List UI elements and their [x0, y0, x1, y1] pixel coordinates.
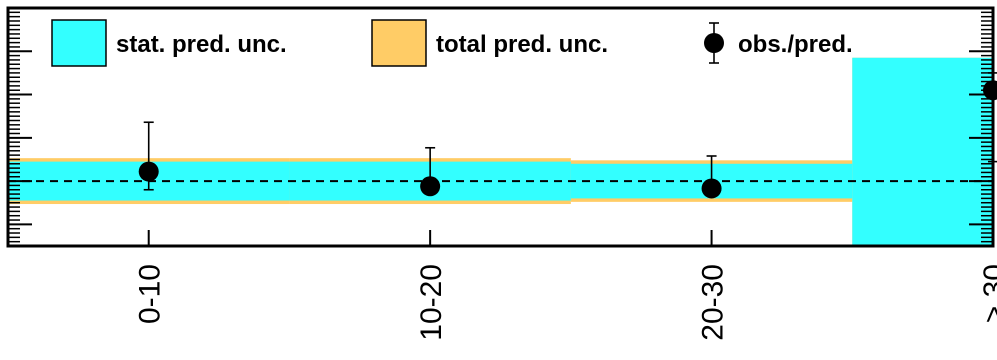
- stat-unc-band-3: [852, 57, 993, 246]
- x-tick-label-3: > 30: [978, 264, 997, 323]
- uncertainty-bands: [8, 57, 993, 246]
- x-tick-label-0: 0-10: [134, 264, 167, 324]
- legend-marker: [704, 33, 724, 53]
- data-points: [138, 72, 997, 199]
- x-tick-label-1: 10-20: [415, 264, 448, 341]
- legend: stat. pred. unc. total pred. unc. obs./pre…: [51, 19, 853, 67]
- plot-frame: [6, 6, 995, 248]
- legend-swatch-0: [51, 19, 107, 67]
- legend-label-2: obs./pred.: [738, 31, 853, 58]
- legend-label-0: stat. pred. unc.: [116, 31, 287, 58]
- data-point-0: [138, 161, 159, 182]
- x-tick-label-2: 20-30: [697, 264, 730, 341]
- data-point-2: [701, 178, 722, 199]
- x-tick-labels: 0-10 10-20 20-30 > 30: [134, 264, 997, 341]
- legend-swatch-1: [371, 19, 427, 67]
- data-point-1: [420, 176, 441, 197]
- legend-label-1: total pred. unc.: [436, 31, 608, 58]
